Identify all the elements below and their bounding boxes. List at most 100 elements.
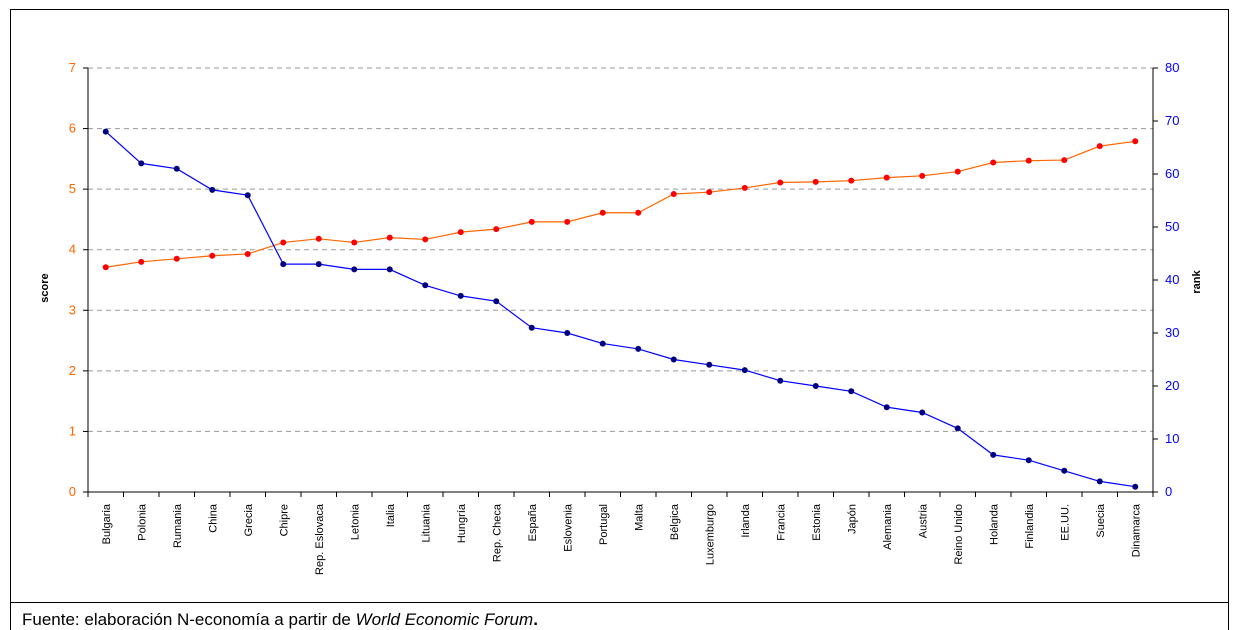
score-point [741,184,748,191]
rank-point [138,160,145,167]
source-prefix: Fuente: elaboración N-economía a partir … [22,610,356,629]
score-point [102,264,109,271]
x-category-label: Lituania [420,503,432,542]
right-tick-label: 50 [1165,219,1179,234]
rank-point [493,298,500,305]
rank-point [706,361,713,368]
rank-point [173,165,180,172]
x-category-label: Japón [846,504,858,534]
score-point [564,218,571,225]
rank-point [919,409,926,416]
score-point [635,209,642,216]
score-point [280,239,287,246]
x-category-label: Suecia [1095,503,1107,538]
score-point [1132,138,1139,145]
score-point [457,229,464,236]
x-category-label: Letonia [349,503,361,540]
x-category-label: Bulgaria [101,503,113,544]
rank-point [741,367,748,374]
x-category-label: Austria [917,503,929,538]
score-point [244,250,251,257]
left-tick-label: 3 [69,302,76,317]
x-category-label: Chipre [278,504,290,536]
left-tick-label: 2 [69,363,76,378]
score-point [670,190,677,197]
score-point [777,179,784,186]
x-category-label: España [527,503,539,541]
rank-point [528,324,535,331]
x-category-label: Italia [385,503,397,527]
rank-point [422,282,429,289]
gridlines [88,67,1153,432]
source-name: World Economic Forum [355,610,534,629]
rank-point [1096,478,1103,485]
right-tick-label: 10 [1165,431,1179,446]
source-note: Fuente: elaboración N-economía a partir … [22,610,538,630]
x-category-label: Polonia [136,503,148,541]
rank-point [599,340,606,347]
rank-point [812,383,819,389]
rank-point [990,451,997,458]
x-category-label: Eslovenia [562,503,574,552]
score-point [812,178,819,185]
score-point [209,252,216,259]
score-point [351,239,358,246]
score-point [386,234,393,241]
x-category-label: Estonia [811,503,823,541]
x-category-label: Dinamarca [1130,503,1142,557]
rank-point [1061,467,1068,474]
x-category-label: Grecia [243,503,255,536]
left-tick-label: 7 [69,60,76,75]
rank-point [244,192,251,199]
x-category-label: EE.UU. [1059,504,1071,541]
score-point [848,177,855,184]
x-category-label: Rumania [172,503,184,548]
x-category-label: Bélgica [669,503,681,540]
rank-point [315,261,322,268]
series [102,128,1139,490]
score-point [599,209,606,216]
footer-frame [10,602,1229,630]
x-category-label: Malta [633,503,645,531]
score-point [493,226,500,233]
score-point [706,189,713,196]
x-category-label: Alemania [882,503,894,550]
left-tick-label: 5 [69,181,76,196]
left-tick-label: 6 [69,121,76,136]
x-category-label: Finlandia [1024,503,1036,549]
right-tick-label: 70 [1165,113,1179,128]
rank-point [386,266,393,273]
right-tick-label: 40 [1165,272,1179,287]
left-tick-label: 1 [69,423,76,438]
x-category-label: Portugal [598,504,610,545]
source-suffix: . [533,610,538,629]
score-point [1061,157,1068,164]
rank-point [1132,483,1139,490]
score-point [422,236,429,243]
x-category-label: Luxemburgo [704,504,716,565]
rank-point [883,404,890,411]
chart-frame [10,9,1229,603]
score-series-line [105,140,1136,268]
score-point [990,159,997,166]
score-point [173,255,180,262]
rank-point [777,377,784,384]
x-category-label: Rep. Checa [491,503,503,562]
x-category-label: Irlanda [740,503,752,538]
rank-point [954,425,961,432]
x-category-label: Rep. Eslovaca [314,503,326,575]
left-tick-label: 4 [69,242,76,257]
rank-point [457,292,464,299]
y2-axis-title: rank [1191,270,1203,294]
score-point [883,174,890,181]
x-category-label: Holanda [988,503,1000,545]
rank-point [209,186,216,193]
right-tick-label: 60 [1165,166,1179,181]
right-tick-label: 30 [1165,325,1179,340]
rank-point [1025,457,1032,464]
rank-point [351,266,358,273]
rank-point [280,261,287,268]
score-point [315,235,322,242]
